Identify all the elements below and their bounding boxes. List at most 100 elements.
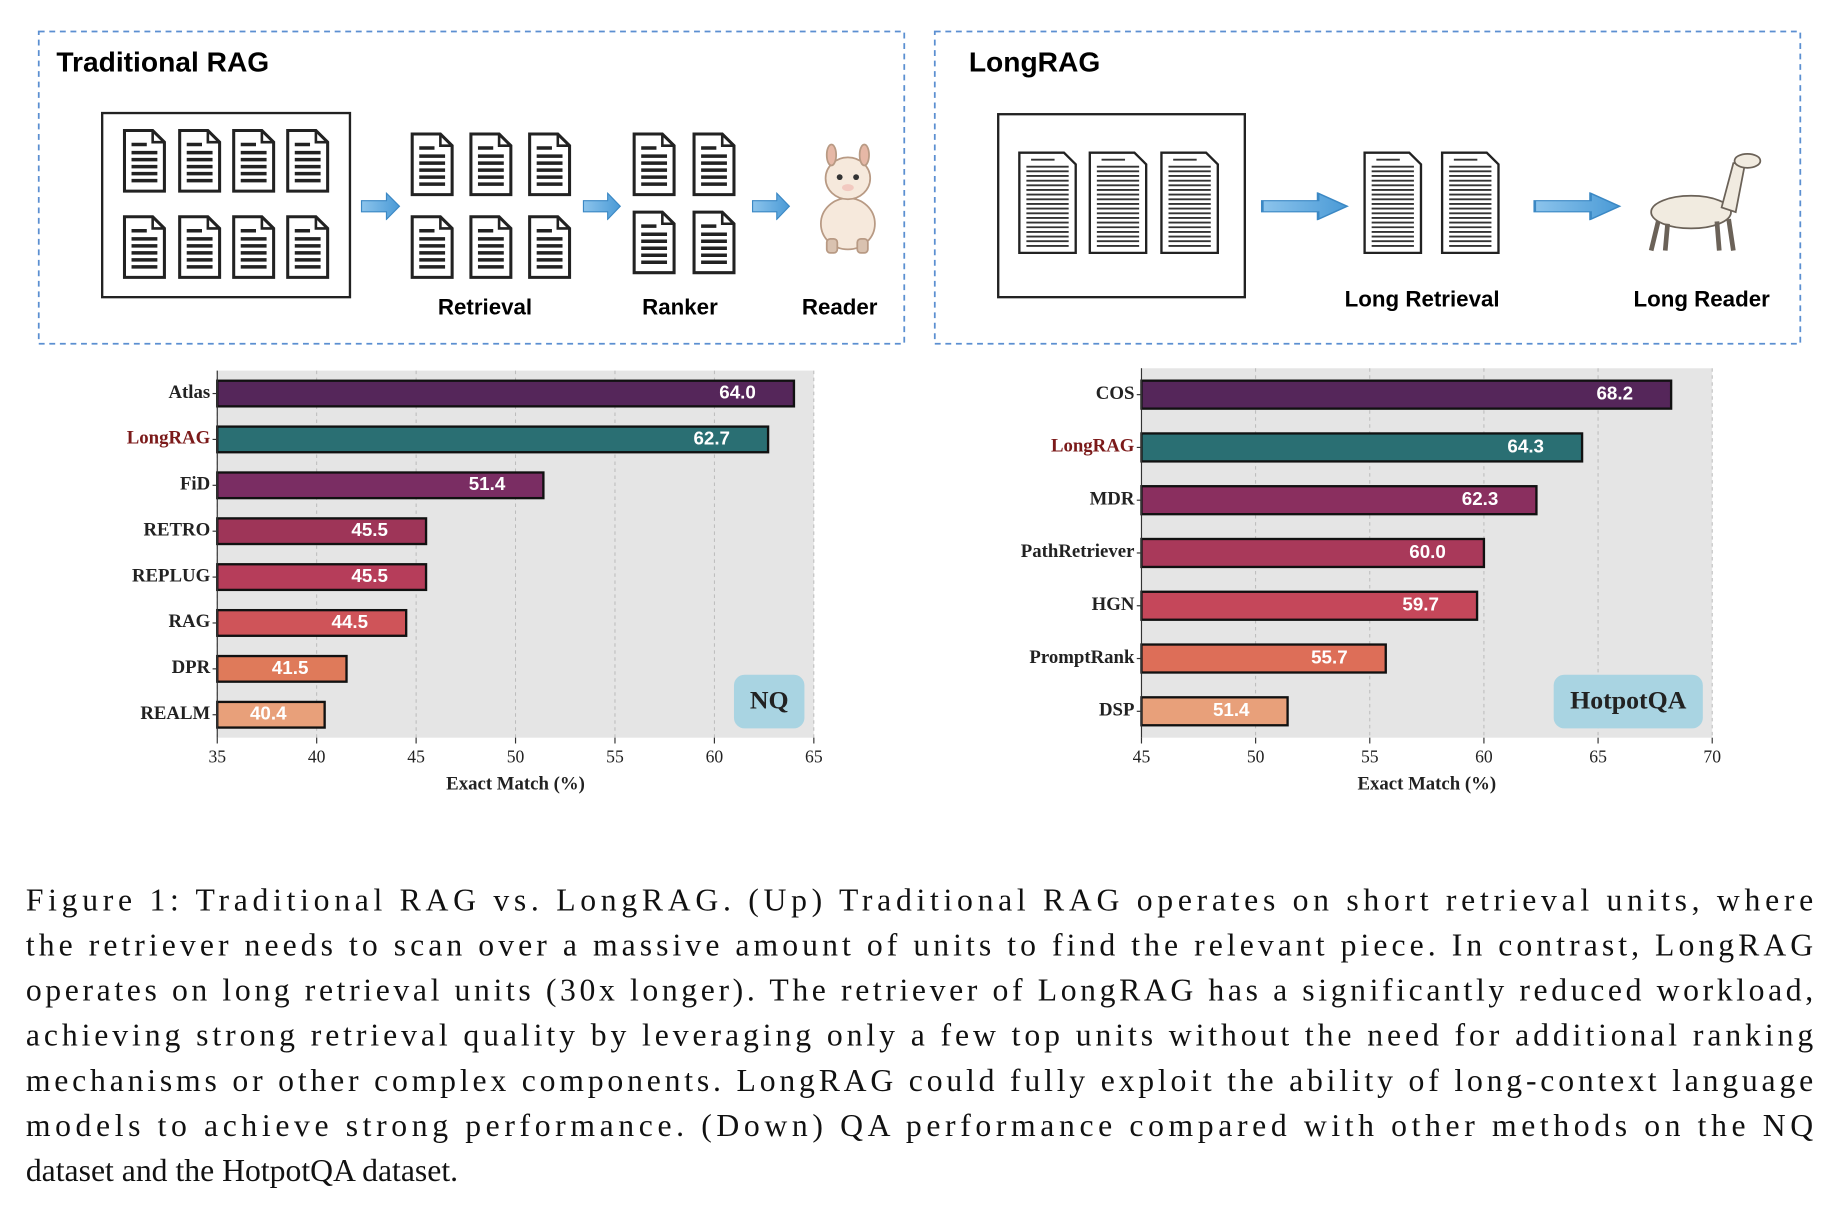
llama-icon-part xyxy=(836,174,843,181)
x-tick-label: 60 xyxy=(706,747,724,767)
x-tick-label: 55 xyxy=(606,747,624,767)
flow-arrows-part xyxy=(582,192,621,220)
x-tick-label: 50 xyxy=(1247,747,1265,767)
long-document-icons-part xyxy=(1363,151,1423,255)
stage-label: Long Reader xyxy=(1633,287,1770,312)
llama-icon xyxy=(819,143,876,254)
badge-label: HotpotQA xyxy=(1570,686,1687,715)
flow-arrows-part xyxy=(1533,192,1621,221)
long-document-icons-part xyxy=(1018,151,1077,255)
x-tick-label: 50 xyxy=(507,747,525,767)
badge-label: NQ xyxy=(750,686,789,715)
y-tick-label: DPR xyxy=(172,657,211,678)
llama-icon-part xyxy=(856,238,869,254)
document-icons-part xyxy=(469,132,513,197)
document-icons-part xyxy=(285,214,330,280)
llama-icon-part xyxy=(1733,152,1762,169)
value-label: 62.3 xyxy=(1462,488,1499,509)
value-label: 41.5 xyxy=(272,657,309,678)
llama-icon-part xyxy=(853,174,860,181)
value-label: 59.7 xyxy=(1402,594,1439,615)
llama-icon-part xyxy=(825,238,839,254)
bar xyxy=(1140,696,1289,727)
llama-icon-part xyxy=(1720,162,1747,214)
document-icons-part xyxy=(410,214,454,280)
document-icons-part xyxy=(122,128,167,193)
stage-label: Retrieval xyxy=(438,295,532,320)
value-label: 51.4 xyxy=(1213,699,1250,720)
value-label: 44.5 xyxy=(332,611,369,632)
longrag-panel: LongRAG Long Retrieval Long Reader xyxy=(933,30,1802,345)
llama-icon-part xyxy=(824,156,872,201)
bar-chart: 45 50 55 60 65 70 68.2 COS 64.3 LongRAG 62.3 MDR 60.… xyxy=(1021,368,1721,795)
bar-chart: 35 40 45 50 55 60 65 64.0 Atlas 62.7 LongRAG 51.4 Fi… xyxy=(127,370,823,795)
y-tick-label: REALM xyxy=(140,703,210,724)
document-icons-part xyxy=(632,210,676,275)
y-tick-label: PathRetriever xyxy=(1021,541,1135,562)
document-icons-part xyxy=(527,214,572,280)
y-tick-label: RETRO xyxy=(143,520,210,541)
llama-icon-part xyxy=(842,184,854,192)
longrag-panel-part xyxy=(997,113,1246,299)
bar xyxy=(216,471,545,500)
x-tick-label: 45 xyxy=(1133,747,1151,767)
document-icons-part xyxy=(469,214,513,280)
document-icons-part xyxy=(231,128,276,193)
bar xyxy=(216,379,796,408)
bar xyxy=(1140,485,1538,516)
long-document-icons-part xyxy=(1088,151,1148,255)
traditional-rag-panel: Traditional RAG Retrieval Ranker Reader xyxy=(37,30,906,345)
value-label: 64.0 xyxy=(719,382,756,403)
x-tick-label: 60 xyxy=(1475,747,1493,767)
x-tick-label: 65 xyxy=(1589,747,1607,767)
flow-arrows-part xyxy=(1260,192,1349,221)
y-tick-label: LongRAG xyxy=(127,428,211,449)
value-label: 62.7 xyxy=(693,427,730,448)
bar xyxy=(216,608,408,637)
traditional-rag-panel-part xyxy=(37,30,906,345)
y-tick-label: REPLUG xyxy=(132,565,211,586)
bar xyxy=(216,654,348,683)
stage-label: Reader xyxy=(802,295,878,320)
y-tick-label: PromptRank xyxy=(1029,647,1135,668)
caption-line: mechanisms or other complex components. … xyxy=(26,1063,1813,1098)
document-icons-part xyxy=(692,132,736,197)
badge-box xyxy=(1553,674,1703,729)
y-tick-label: COS xyxy=(1096,383,1135,404)
long-document-icons-part xyxy=(1440,151,1500,255)
y-tick-label: LongRAG xyxy=(1051,436,1135,457)
value-label: 45.5 xyxy=(351,565,388,586)
panel-title: Traditional RAG xyxy=(56,47,269,78)
document-icons-part xyxy=(527,132,572,197)
x-axis-label: Exact Match (%) xyxy=(446,774,585,795)
bar xyxy=(1140,379,1673,410)
bar xyxy=(216,563,428,592)
llama-icon xyxy=(1648,152,1762,252)
badge-box xyxy=(733,674,805,729)
value-label: 55.7 xyxy=(1311,647,1348,668)
caption-line: operates on long retrieval units (30x lo… xyxy=(26,973,1813,1008)
document-icons-part xyxy=(177,214,222,280)
caption-line: achieving strong retrieval quality by le… xyxy=(26,1018,1814,1053)
x-tick-label: 70 xyxy=(1703,747,1721,767)
long-document-icons-part xyxy=(1160,151,1219,255)
bar xyxy=(1140,590,1479,621)
value-label: 40.4 xyxy=(250,703,287,724)
llama-icon-part xyxy=(825,143,838,167)
document-icons xyxy=(122,128,736,280)
value-label: 45.5 xyxy=(351,519,388,540)
caption-line: Figure 1: Traditional RAG vs. LongRAG. (… xyxy=(26,883,1813,918)
longrag-panel-part xyxy=(933,30,1802,345)
x-tick-label: 65 xyxy=(805,747,823,767)
y-tick-label: RAG xyxy=(168,611,210,632)
x-tick-label: 40 xyxy=(308,747,326,767)
x-tick-label: 35 xyxy=(208,747,226,767)
traditional-rag-panel-part xyxy=(100,111,352,299)
bar xyxy=(1140,537,1486,569)
y-tick-label: MDR xyxy=(1090,489,1135,510)
llama-icon-part xyxy=(1648,218,1736,252)
document-icons-part xyxy=(231,214,276,280)
